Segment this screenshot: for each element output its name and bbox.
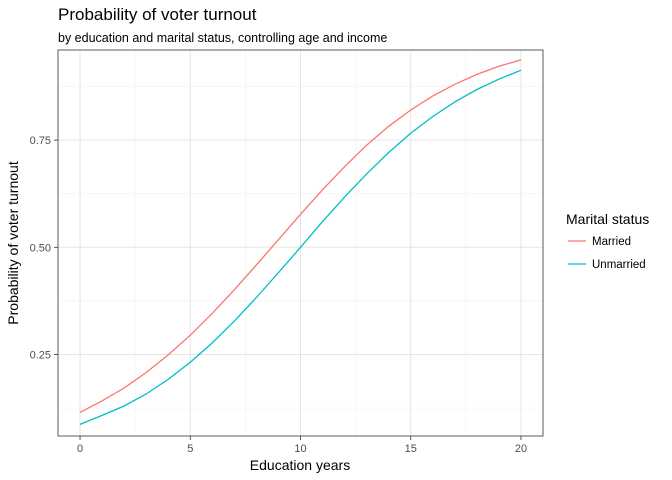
series-lines bbox=[79, 59, 522, 426]
series-line-unmarried bbox=[79, 69, 522, 426]
y-tick-label: 0.25 bbox=[30, 350, 51, 362]
series-line-married bbox=[79, 59, 522, 413]
x-tick-label: 20 bbox=[515, 443, 527, 455]
x-tick-label: 10 bbox=[294, 443, 306, 455]
y-axis: 0.25 0.50 0.75 bbox=[30, 135, 58, 362]
y-tick-label: 0.75 bbox=[30, 135, 51, 147]
x-tick-label: 0 bbox=[77, 443, 83, 455]
legend-title: Marital status bbox=[566, 211, 649, 227]
x-axis-title: Education years bbox=[250, 457, 350, 473]
x-axis: 0 5 10 15 20 bbox=[77, 436, 527, 455]
x-tick-label: 5 bbox=[187, 443, 193, 455]
y-axis-title: Probability of voter turnout bbox=[5, 161, 21, 325]
chart-subtitle: by education and marital status, control… bbox=[58, 31, 387, 45]
chart-title: Probability of voter turnout bbox=[58, 5, 257, 24]
legend-label-unmarried: Unmarried bbox=[592, 259, 646, 271]
legend-label-married: Married bbox=[592, 236, 631, 248]
x-tick-label: 15 bbox=[405, 443, 417, 455]
y-tick-label: 0.50 bbox=[30, 242, 51, 254]
legend: Marital status Married Unmarried bbox=[566, 211, 649, 271]
